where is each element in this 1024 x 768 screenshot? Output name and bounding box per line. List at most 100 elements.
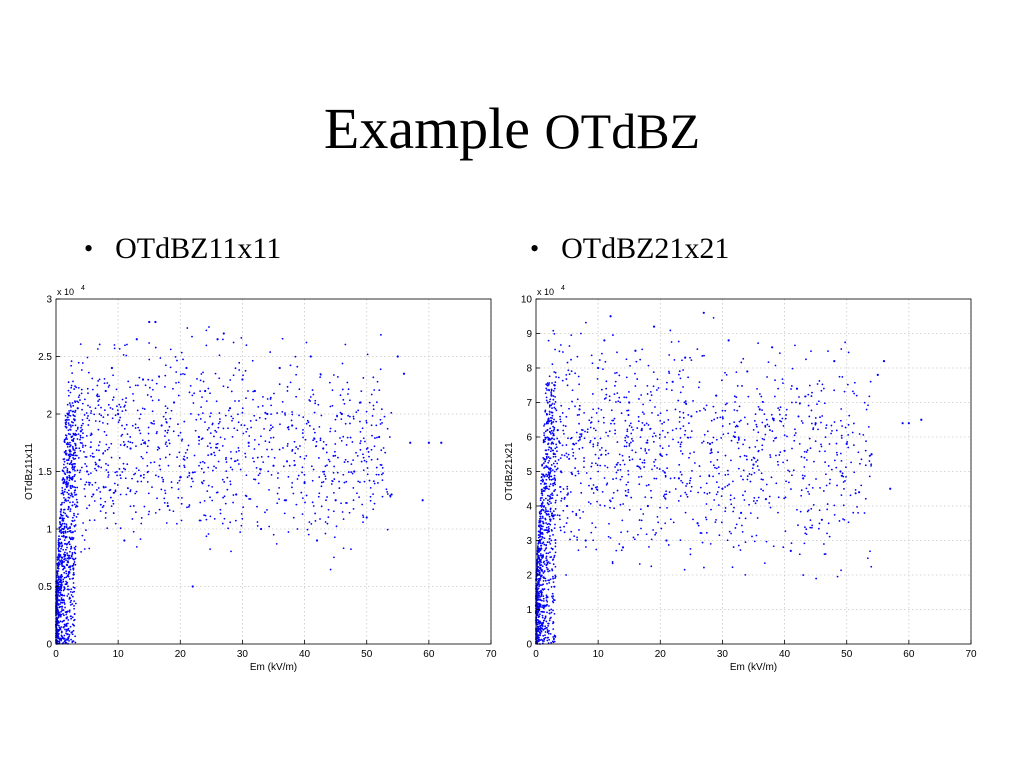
data-point bbox=[117, 412, 120, 416]
slide-title-main: Example bbox=[323, 96, 531, 161]
y-tick-label: 8 bbox=[526, 364, 532, 375]
bullet-dot-icon: • bbox=[84, 234, 94, 263]
data-point bbox=[378, 435, 381, 439]
data-point bbox=[291, 424, 294, 427]
data-point bbox=[135, 338, 138, 341]
data-point bbox=[123, 539, 126, 542]
data-point bbox=[572, 442, 575, 445]
data-point bbox=[92, 493, 95, 496]
data-point bbox=[409, 441, 412, 444]
y-tick-label: 1 bbox=[526, 605, 532, 616]
data-point bbox=[739, 511, 743, 514]
data-point bbox=[216, 338, 219, 341]
data-point bbox=[266, 412, 269, 416]
y-tick-label: 0 bbox=[46, 640, 52, 651]
data-point bbox=[191, 585, 194, 588]
grid-lines bbox=[55, 298, 492, 645]
data-point bbox=[814, 422, 817, 425]
data-point bbox=[715, 394, 718, 397]
data-point bbox=[802, 477, 805, 480]
data-point bbox=[546, 453, 549, 456]
y-tick-label: 0.5 bbox=[38, 582, 52, 593]
data-point bbox=[556, 429, 559, 432]
data-point bbox=[85, 470, 89, 473]
scatter-chart-left: 0 10 20 30 40 50 60 70 0 0.5 1 1.5 2 2.5 3 x 10 4 Em (kV/… bbox=[24, 285, 497, 673]
x-tick-label: 40 bbox=[779, 649, 791, 660]
y-tick-label: 7 bbox=[526, 398, 532, 409]
data-point bbox=[870, 453, 873, 456]
data-point bbox=[110, 366, 114, 370]
y-tick-label: 4 bbox=[526, 502, 532, 513]
data-point bbox=[789, 549, 792, 552]
data-point bbox=[440, 441, 443, 444]
data-point bbox=[148, 320, 151, 324]
y-tick-label: 2 bbox=[46, 410, 52, 421]
y-multiplier-exponent: 4 bbox=[561, 285, 565, 292]
data-point bbox=[104, 389, 107, 393]
data-point bbox=[603, 339, 606, 342]
y-tick-label: 10 bbox=[521, 295, 533, 306]
data-point bbox=[64, 499, 67, 502]
bullet-label: OTdBZ21x21 bbox=[561, 232, 730, 265]
data-point bbox=[733, 435, 736, 439]
data-point bbox=[66, 476, 69, 479]
data-point bbox=[590, 487, 594, 490]
data-point bbox=[640, 429, 643, 432]
data-point bbox=[241, 378, 244, 381]
x-tick-label: 20 bbox=[175, 649, 187, 660]
data-point bbox=[536, 636, 539, 639]
x-tick-label: 50 bbox=[361, 649, 373, 660]
x-tick-label: 10 bbox=[593, 649, 605, 660]
data-point bbox=[427, 441, 430, 444]
data-point bbox=[197, 435, 201, 439]
data-point bbox=[659, 453, 662, 456]
x-tick-label: 60 bbox=[903, 649, 915, 660]
data-point bbox=[628, 401, 631, 404]
data-point bbox=[259, 527, 263, 531]
data-point bbox=[542, 522, 545, 525]
data-point bbox=[544, 487, 547, 490]
grid-lines bbox=[535, 298, 972, 645]
spread-field bbox=[67, 326, 393, 571]
data-point bbox=[228, 407, 232, 410]
data-point bbox=[901, 422, 904, 425]
data-point bbox=[876, 373, 879, 376]
data-point bbox=[303, 481, 306, 485]
data-point bbox=[547, 418, 550, 421]
data-point bbox=[764, 498, 768, 501]
y-tick-label: 1.5 bbox=[38, 467, 52, 478]
y-multiplier-label: x 10 bbox=[537, 287, 554, 297]
data-point bbox=[746, 370, 749, 373]
data-point bbox=[671, 380, 674, 383]
x-tick-label: 50 bbox=[841, 649, 853, 660]
y-tick-label: 3 bbox=[46, 295, 52, 306]
data-point bbox=[59, 585, 63, 588]
data-point bbox=[284, 499, 288, 502]
data-point bbox=[920, 418, 923, 421]
near-zero-cluster bbox=[535, 381, 557, 645]
data-point bbox=[783, 449, 786, 452]
spread-field bbox=[547, 316, 873, 580]
y-tick-label: 5 bbox=[526, 467, 532, 478]
data-point bbox=[839, 470, 842, 473]
data-point bbox=[247, 441, 250, 444]
data-point bbox=[179, 476, 182, 479]
x-tick-label: 70 bbox=[485, 649, 497, 660]
data-point bbox=[154, 320, 157, 324]
y-axis-label: OTdBz11x11 bbox=[24, 443, 35, 500]
data-point bbox=[550, 394, 553, 397]
data-point bbox=[677, 477, 681, 480]
data-point bbox=[696, 522, 699, 525]
data-point bbox=[708, 442, 712, 445]
data-point bbox=[253, 389, 256, 393]
y-tick-label: 0 bbox=[526, 640, 532, 651]
near-zero-cluster bbox=[55, 402, 77, 645]
bullet-item-right: • OTdBZ21x21 bbox=[530, 232, 729, 266]
data-point bbox=[646, 504, 649, 508]
data-point bbox=[684, 356, 687, 359]
data-point bbox=[61, 556, 64, 559]
data-point bbox=[665, 539, 668, 542]
y-tick-label: 3 bbox=[526, 536, 532, 547]
data-point bbox=[597, 366, 600, 370]
data-point bbox=[538, 615, 541, 618]
